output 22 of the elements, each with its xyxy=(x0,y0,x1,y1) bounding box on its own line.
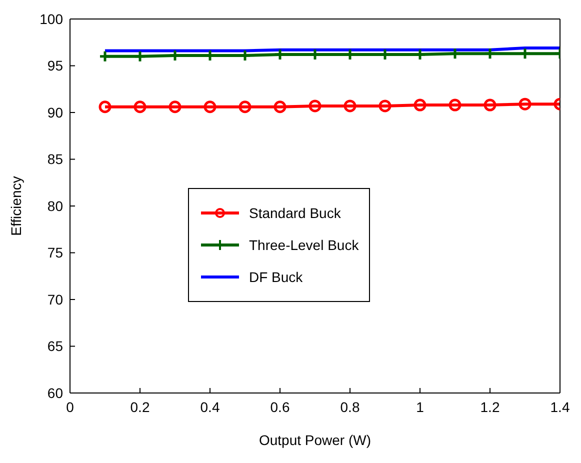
y-tick-label: 95 xyxy=(47,58,64,74)
x-tick-label: 1.2 xyxy=(480,398,500,415)
y-tick-label: 65 xyxy=(47,338,64,354)
y-tick-label: 70 xyxy=(47,291,64,308)
y-tick-label: 60 xyxy=(47,384,64,401)
legend-label: Standard Buck xyxy=(249,204,341,223)
x-axis-title: Output Power (W) xyxy=(258,432,372,448)
x-tick-label: 1 xyxy=(416,398,424,415)
legend-label: DF Buck xyxy=(249,268,303,287)
x-tick-label: 0.6 xyxy=(270,398,290,415)
y-axis-title: Efficiency xyxy=(8,176,24,236)
x-tick-label: 0.4 xyxy=(200,398,220,415)
y-tick-label: 75 xyxy=(47,244,64,261)
y-tick-label: 90 xyxy=(47,104,64,120)
legend-label: Three-Level Buck xyxy=(249,236,359,255)
x-tick-label: 1.4 xyxy=(550,398,570,415)
y-tick-label: 85 xyxy=(47,151,64,168)
y-tick-label: 100 xyxy=(40,10,64,27)
x-tick-label: 0 xyxy=(66,398,74,415)
x-tick-label: 0.8 xyxy=(340,398,360,415)
x-tick-label: 0.2 xyxy=(130,398,150,415)
y-tick-label: 80 xyxy=(47,198,64,214)
